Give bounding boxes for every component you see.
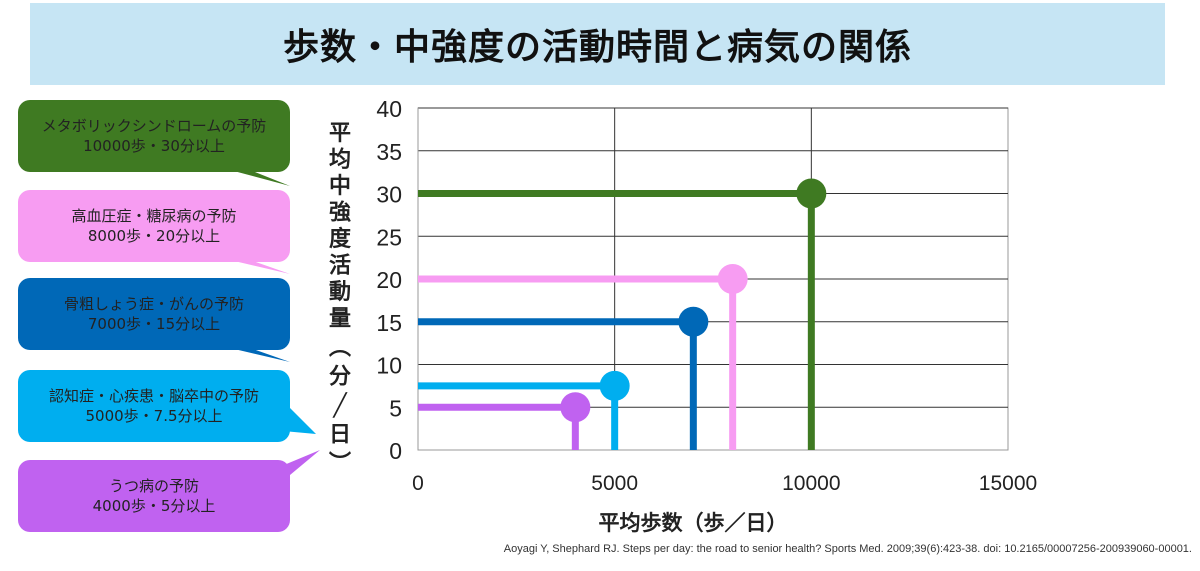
y-tick-label: 10 [376,353,402,379]
y-tick-label: 40 [376,96,402,122]
y-axis-label: 平均中強度活動量︵分╱日︶ [329,121,352,477]
x-tick-label: 5000 [591,472,638,495]
data-point [717,264,748,294]
callout-value: 8000歩・20分以上 [87,227,221,245]
callout-label: 認知症・心疾患・脳卒中の予防 [48,387,259,405]
y-tick-label: 15 [376,310,402,336]
y-tick-label: 20 [376,267,402,293]
data-point [560,392,591,423]
callout-tail [230,170,290,186]
x-axis-label: 平均歩数（歩／日） [599,511,788,535]
callout-value: 7000歩・15分以上 [87,315,221,333]
y-tick-label: 30 [376,182,402,208]
callout-tail [230,260,290,274]
y-tick-label: 35 [376,139,402,165]
callout-metabolic: メタボリックシンドロームの予防 10000歩・30分以上 [18,100,290,172]
data-point [599,370,630,401]
callout-hypertension: 高血圧症・糖尿病の予防 8000歩・20分以上 [18,190,290,262]
y-tick-label: 5 [389,395,402,421]
callout-value: 4000歩・5分以上 [92,497,216,515]
y-tick-label: 25 [376,224,402,250]
x-tick-label: 10000 [782,472,840,495]
page-title: 歩数・中強度の活動時間と病気の関係 [282,27,912,68]
title-banner: 歩数・中強度の活動時間と病気の関係 [30,3,1165,85]
callout-value: 10000歩・30分以上 [83,137,225,155]
callout-depression: うつ病の予防 4000歩・5分以上 [18,460,290,532]
data-point [678,306,709,337]
data-point [796,178,827,209]
callout-dementia: 認知症・心疾患・脳卒中の予防 5000歩・7.5分以上 [18,370,290,442]
callout-label: うつ病の予防 [108,477,199,495]
y-tick-label: 0 [389,438,402,464]
callout-osteoporosis: 骨粗しょう症・がんの予防 7000歩・15分以上 [18,278,290,350]
callout-label: 高血圧症・糖尿病の予防 [71,207,237,225]
callout-value: 5000歩・7.5分以上 [85,407,223,425]
callout-tail [230,348,290,362]
callout-label: 骨粗しょう症・がんの予防 [63,295,244,313]
x-tick-label: 15000 [979,472,1037,495]
callout-label: メタボリックシンドロームの予防 [41,117,267,135]
x-tick-label: 0 [412,472,424,495]
citation: Aoyagi Y, Shephard RJ. Steps per day: th… [503,543,1192,555]
